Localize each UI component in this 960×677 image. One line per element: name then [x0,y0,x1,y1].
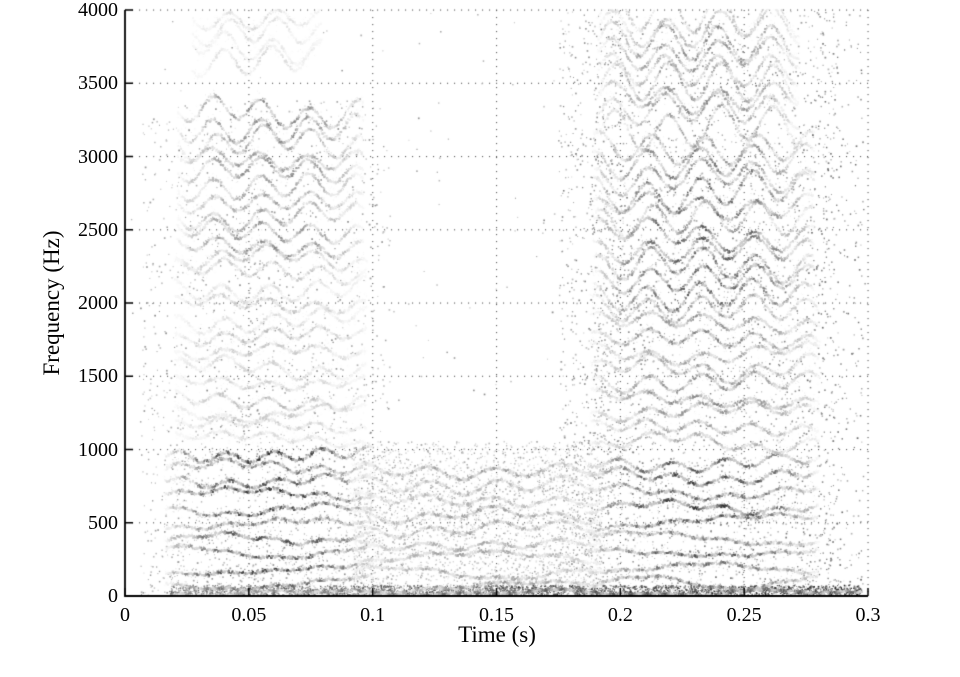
x-tick-label: 0.1 [360,604,386,626]
x-tick-label: 0.25 [726,604,762,626]
y-tick-label: 1500 [78,365,118,388]
x-axis-label: Time (s) [458,622,536,647]
x-tick-label: 0 [120,604,130,626]
y-tick-label: 4000 [78,0,118,21]
y-tick-label: 0 [108,585,118,607]
x-tick-label: 0.3 [855,604,881,626]
y-tick-label: 3500 [78,72,118,95]
x-tick-label: 0.2 [607,604,633,626]
y-tick-label: 2000 [78,292,118,314]
y-tick-label: 2500 [78,218,118,241]
y-tick-label: 3000 [78,145,118,168]
y-tick-label: 500 [88,511,118,534]
x-tick-label: 0.15 [479,604,514,626]
x-tick-label: 0.05 [231,604,267,626]
y-tick-label: 1000 [78,438,118,461]
